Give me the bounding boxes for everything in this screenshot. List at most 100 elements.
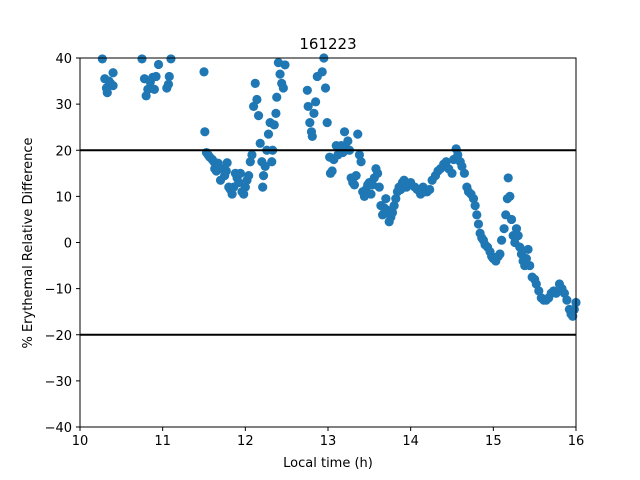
data-point xyxy=(562,295,572,305)
y-tick-label: 30 xyxy=(55,98,72,113)
y-axis: −40 −30 −20 −10 0 10 20 30 40 xyxy=(45,52,80,436)
data-point xyxy=(327,166,337,176)
y-tick-label: −20 xyxy=(45,329,72,344)
data-point xyxy=(239,189,249,199)
data-point xyxy=(453,150,463,160)
x-tick-label: 12 xyxy=(237,434,254,449)
data-point xyxy=(247,150,257,160)
y-tick-label: 0 xyxy=(64,237,72,252)
data-point xyxy=(260,161,270,171)
data-point xyxy=(459,168,469,178)
data-point xyxy=(374,182,384,192)
data-point xyxy=(275,69,285,79)
data-point xyxy=(311,97,321,107)
data-point xyxy=(381,194,391,204)
data-point xyxy=(166,54,176,64)
data-point xyxy=(389,201,399,211)
data-point xyxy=(468,194,479,204)
data-point xyxy=(354,150,365,160)
y-axis-label: % Erythemal Relative Difference xyxy=(21,137,36,348)
data-point xyxy=(221,166,231,176)
x-axis: 10 11 12 13 14 15 16 xyxy=(72,427,585,449)
data-point xyxy=(523,244,533,255)
data-point xyxy=(472,210,482,220)
data-point xyxy=(343,136,353,146)
chart-title: 161223 xyxy=(299,35,356,53)
data-point xyxy=(515,242,525,252)
data-points xyxy=(97,53,581,321)
y-tick-label: −40 xyxy=(45,421,72,436)
x-tick-label: 15 xyxy=(485,434,502,449)
data-point xyxy=(222,158,232,168)
data-point xyxy=(309,108,319,118)
data-point xyxy=(303,101,313,112)
data-point xyxy=(108,68,118,78)
data-point xyxy=(252,94,262,105)
data-point xyxy=(258,171,269,181)
data-point xyxy=(271,108,281,118)
data-point xyxy=(267,157,277,167)
data-point xyxy=(317,67,327,77)
y-tick-label: −10 xyxy=(45,283,72,298)
data-point xyxy=(302,85,312,95)
data-point xyxy=(305,117,315,128)
data-point xyxy=(505,191,515,201)
data-point xyxy=(470,201,480,211)
data-point xyxy=(391,194,401,204)
data-point xyxy=(497,235,507,245)
data-point xyxy=(425,184,435,195)
data-point xyxy=(102,87,112,98)
x-axis-label: Local time (h) xyxy=(283,456,373,471)
data-point xyxy=(258,182,268,192)
data-point xyxy=(351,171,361,181)
data-point xyxy=(387,207,398,218)
data-point xyxy=(506,214,517,225)
data-point xyxy=(534,286,544,296)
data-point xyxy=(97,54,107,64)
data-point xyxy=(339,127,350,137)
data-point xyxy=(249,101,259,112)
data-point xyxy=(164,71,174,82)
data-point xyxy=(457,161,467,171)
data-point xyxy=(269,120,279,130)
data-point xyxy=(441,157,451,167)
x-tick-label: 13 xyxy=(320,434,337,449)
data-point xyxy=(568,311,578,321)
data-point xyxy=(531,279,541,289)
x-tick-label: 16 xyxy=(568,434,585,449)
data-point xyxy=(255,138,265,148)
data-point xyxy=(149,84,159,94)
data-point xyxy=(447,168,457,178)
data-point xyxy=(349,180,360,190)
data-point xyxy=(307,131,317,142)
data-point xyxy=(373,168,383,178)
data-point xyxy=(235,168,245,178)
data-point xyxy=(495,249,505,259)
y-tick-label: 10 xyxy=(55,190,72,205)
data-point xyxy=(240,182,250,192)
data-point xyxy=(569,304,579,314)
data-point xyxy=(244,171,254,181)
data-point xyxy=(272,92,282,102)
data-point xyxy=(513,230,523,241)
data-point xyxy=(473,219,484,229)
data-point xyxy=(511,224,522,234)
y-tick-label: −30 xyxy=(45,375,72,390)
data-point xyxy=(245,157,255,167)
data-point xyxy=(366,189,376,199)
data-point xyxy=(253,111,264,121)
data-point xyxy=(199,67,209,77)
data-point xyxy=(227,189,237,199)
x-tick-label: 11 xyxy=(154,434,171,449)
data-point xyxy=(521,254,532,264)
data-point xyxy=(320,83,331,93)
data-point xyxy=(499,224,509,234)
data-point xyxy=(143,84,153,94)
data-point xyxy=(356,157,366,167)
data-point xyxy=(234,177,244,188)
data-point xyxy=(163,79,174,89)
data-point xyxy=(278,83,288,93)
x-tick-label: 14 xyxy=(402,434,419,449)
data-point xyxy=(280,60,290,70)
y-tick-label: 20 xyxy=(55,144,72,159)
